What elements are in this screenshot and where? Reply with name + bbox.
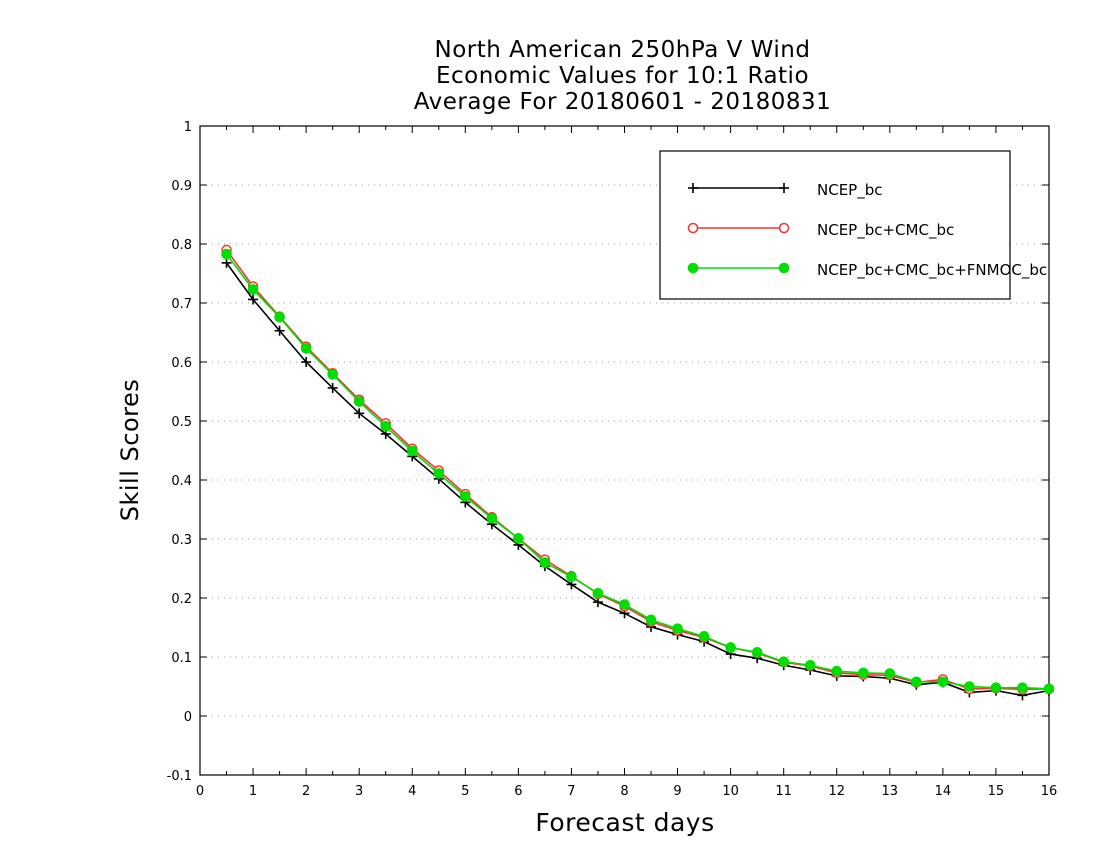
data-point-series-2	[911, 676, 922, 688]
data-point-series-2	[751, 646, 763, 658]
data-point-series-2	[857, 667, 869, 679]
x-axis-label: Forecast days	[535, 808, 715, 837]
data-point-series-2	[804, 659, 816, 671]
data-point-series-2	[964, 681, 975, 692]
data-point-series-2	[513, 533, 524, 544]
legend-box	[659, 150, 1011, 300]
series-line-0	[225, 262, 1050, 697]
data-point-series-2	[221, 248, 232, 260]
y-tick-label: 0.4	[171, 474, 192, 489]
y-tick-label: 0.6	[171, 356, 192, 371]
x-tick-label: 0	[196, 784, 204, 799]
y-tick-label: 0.5	[171, 415, 192, 430]
data-point-series-2	[380, 421, 392, 432]
x-tick-label: 9	[673, 784, 681, 799]
x-tick-label: 14	[935, 784, 952, 799]
data-point-series-2	[433, 468, 445, 479]
chart-title-line-3: Average For 20180601 - 20180831	[413, 89, 832, 115]
data-point-series-2	[672, 623, 683, 634]
x-tick-label: 13	[882, 784, 899, 799]
legend-label-2: NCEP_bc+CMC_bc+FNMOC_bc	[817, 261, 1047, 280]
data-point-series-2	[1017, 682, 1028, 693]
x-tick-label: 12	[828, 784, 845, 799]
data-point-series-2	[831, 665, 843, 677]
x-tick-label: 7	[567, 784, 575, 799]
data-point-series-2	[539, 557, 551, 568]
data-point-series-2	[247, 284, 259, 295]
y-tick-label: 0.9	[171, 179, 192, 194]
x-tick-label: 11	[775, 784, 792, 799]
y-tick-label: 0	[184, 710, 192, 725]
y-tick-label: 0.7	[171, 297, 192, 312]
x-tick-label: 4	[408, 784, 416, 799]
legend-marker-2	[778, 262, 790, 274]
data-point-series-2	[274, 311, 285, 323]
y-tick-label: 0.2	[171, 592, 192, 607]
data-point-series-2	[566, 571, 577, 583]
data-point-series-2	[884, 668, 896, 679]
x-tick-label: 6	[514, 784, 522, 799]
data-point-series-2	[778, 656, 789, 668]
x-tick-label: 2	[302, 784, 310, 799]
data-point-series-2	[592, 587, 604, 599]
x-tick-label: 8	[620, 784, 628, 799]
data-point-series-2	[460, 491, 471, 502]
y-tick-label: 0.3	[171, 533, 192, 548]
data-point-series-2	[937, 676, 949, 688]
data-point-series-2	[353, 396, 365, 407]
x-tick-label: 1	[249, 784, 257, 799]
legend-marker-2	[687, 262, 699, 274]
x-tick-label: 15	[988, 784, 1005, 799]
y-tick-label: 1	[184, 120, 192, 135]
x-tick-label: 3	[355, 784, 363, 799]
legend-label-1: NCEP_bc+CMC_bc	[817, 221, 954, 240]
legend-marker-1	[687, 222, 699, 234]
x-tick-label: 16	[1041, 784, 1058, 799]
data-point-series-2	[327, 369, 338, 380]
y-tick-label: 0.1	[171, 651, 192, 666]
legend-marker-1	[778, 222, 790, 234]
x-tick-label: 10	[722, 784, 739, 799]
chart-title-line-1: North American 250hPa V Wind	[434, 37, 811, 63]
y-tick-label: -0.1	[167, 769, 192, 784]
data-point-series-2	[300, 343, 312, 354]
data-point-series-2	[698, 631, 710, 642]
data-point-series-2	[725, 642, 736, 653]
legend-label-0: NCEP_bc	[817, 181, 883, 200]
x-tick-label: 5	[461, 784, 469, 799]
data-point-series-2	[406, 445, 418, 457]
y-axis-label: Skill Scores	[116, 378, 144, 522]
data-point-series-2	[486, 513, 498, 524]
series-line-2	[225, 253, 1050, 690]
data-point-series-2	[645, 614, 657, 626]
data-point-series-2	[990, 682, 1002, 693]
y-tick-label: 0.8	[171, 238, 192, 253]
data-point-series-2	[1043, 683, 1055, 695]
data-point-series-2	[619, 599, 630, 610]
series-line-1	[225, 249, 1050, 691]
chart-title-line-2: Economic Values for 10:1 Ratio	[435, 63, 810, 89]
